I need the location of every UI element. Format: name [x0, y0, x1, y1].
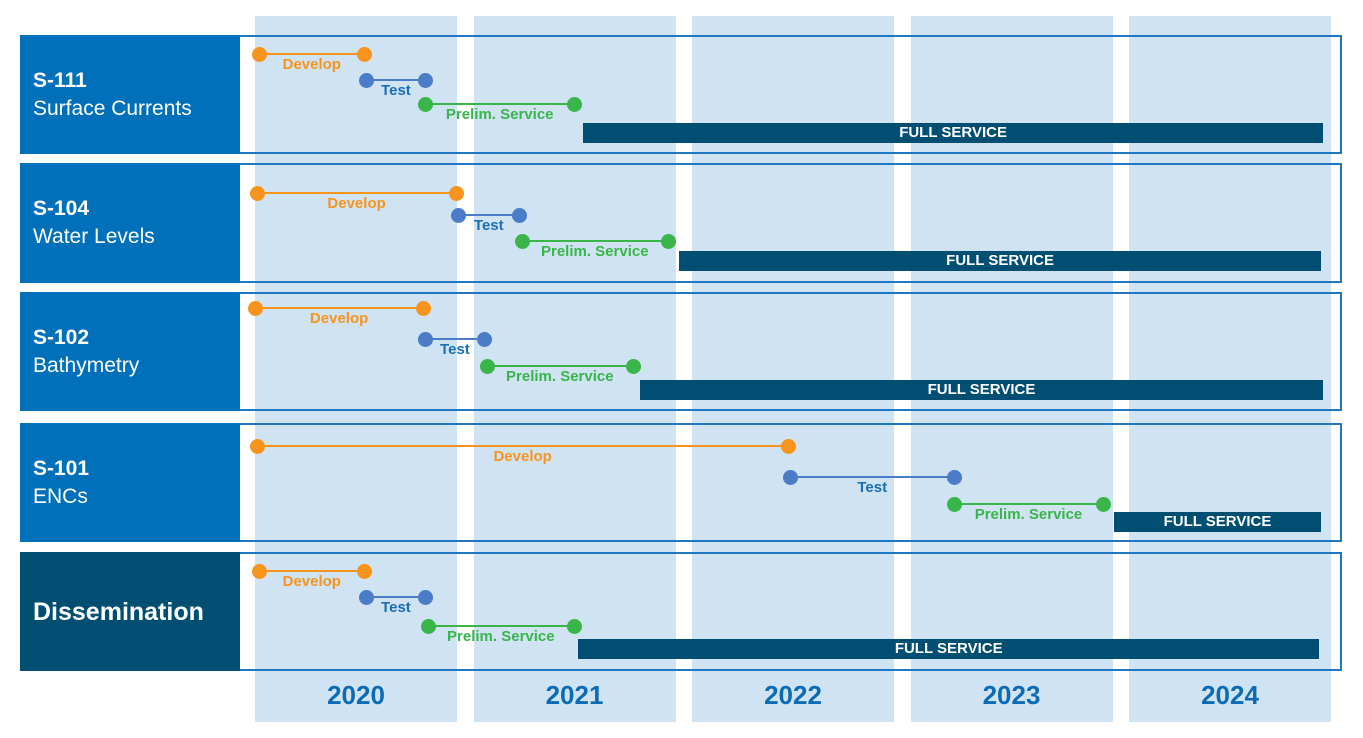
develop-label: Develop: [309, 310, 369, 327]
develop-label: Develop: [282, 56, 341, 73]
test-label: Test: [381, 599, 411, 616]
test-start-marker: [359, 73, 375, 88]
develop-start-marker: [252, 47, 268, 62]
prelim-label: Prelim. Service: [974, 506, 1083, 523]
full-service-bar: FULL SERVICE: [582, 123, 1324, 143]
row-name: ENCs: [33, 484, 88, 508]
test-start-marker: [451, 208, 467, 223]
develop-line: [257, 445, 789, 447]
develop-label: Develop: [327, 195, 386, 212]
prelim-start-marker: [418, 97, 434, 112]
develop-line: [255, 307, 424, 309]
test-end-marker: [947, 470, 963, 485]
prelim-end-marker: [660, 234, 676, 249]
prelim-start-marker: [514, 234, 530, 249]
test-line: [458, 214, 520, 216]
test-line: [366, 79, 426, 81]
year-label: 2022: [764, 680, 822, 710]
test-label: Test: [440, 341, 470, 358]
test-start-marker: [783, 470, 799, 485]
full-service-bar: FULL SERVICE: [1113, 512, 1322, 532]
prelim-end-marker: [1095, 497, 1111, 512]
prelim-start-marker: [947, 497, 963, 512]
prelim-end-marker: [567, 97, 582, 112]
full-service-bar: FULL SERVICE: [578, 639, 1320, 659]
develop-end-marker: [449, 186, 465, 201]
prelim-line: [954, 503, 1103, 505]
year-label: 2020: [327, 680, 385, 710]
develop-line: [257, 192, 456, 194]
row-code: S-104: [33, 197, 90, 220]
prelim-line: [425, 103, 574, 105]
row-label: S-111 Surface Currents: [20, 35, 240, 154]
full-service-bar: FULL SERVICE: [678, 251, 1322, 271]
develop-end-marker: [416, 301, 432, 316]
row-name: Water Levels: [33, 225, 155, 248]
test-end-marker: [418, 73, 434, 88]
row-name: Surface Currents: [33, 96, 192, 120]
prelim-start-marker: [420, 619, 436, 634]
full-service-bar: FULL SERVICE: [639, 380, 1324, 400]
develop-end-marker: [357, 564, 373, 579]
prelim-end-marker: [626, 359, 641, 374]
test-end-marker: [477, 332, 493, 347]
test-start-marker: [418, 332, 434, 347]
develop-start-marker: [250, 186, 266, 201]
develop-end-marker: [781, 439, 797, 454]
develop-label: Develop: [493, 448, 552, 465]
prelim-label: Prelim. Service: [447, 628, 555, 645]
row-label: S-102 Bathymetry: [20, 292, 240, 411]
prelim-line: [521, 240, 668, 242]
prelim-label: Prelim. Service: [506, 368, 614, 385]
prelim-line: [486, 365, 633, 367]
test-line: [790, 476, 955, 478]
test-line: [425, 338, 485, 340]
test-label: Test: [857, 479, 888, 496]
develop-line: [259, 53, 365, 55]
row-label: S-104 Water Levels: [20, 163, 240, 283]
develop-start-marker: [248, 301, 263, 316]
row-label: S-101 ENCs: [20, 423, 240, 542]
row-code: S-111: [33, 68, 87, 92]
develop-start-marker: [252, 564, 268, 579]
prelim-label: Prelim. Service: [445, 106, 554, 123]
row-code: Dissemination: [33, 597, 204, 626]
test-start-marker: [359, 590, 375, 605]
row-label: Dissemination: [20, 552, 240, 671]
prelim-line: [427, 625, 574, 627]
develop-start-marker: [250, 439, 266, 454]
test-label: Test: [381, 82, 411, 99]
develop-end-marker: [357, 47, 373, 62]
year-label: 2021: [545, 680, 604, 710]
prelim-start-marker: [479, 359, 495, 374]
test-label: Test: [473, 217, 504, 234]
year-label: 2024: [1201, 680, 1259, 710]
develop-label: Develop: [282, 573, 341, 590]
row-code: S-101: [33, 456, 90, 480]
row-code: S-102: [33, 325, 90, 349]
year-label: 2023: [982, 680, 1041, 710]
develop-line: [259, 570, 365, 572]
prelim-end-marker: [567, 619, 582, 634]
prelim-label: Prelim. Service: [540, 243, 649, 260]
test-end-marker: [512, 208, 528, 223]
test-end-marker: [418, 590, 434, 605]
test-line: [366, 596, 426, 598]
row-name: Bathymetry: [33, 353, 140, 377]
